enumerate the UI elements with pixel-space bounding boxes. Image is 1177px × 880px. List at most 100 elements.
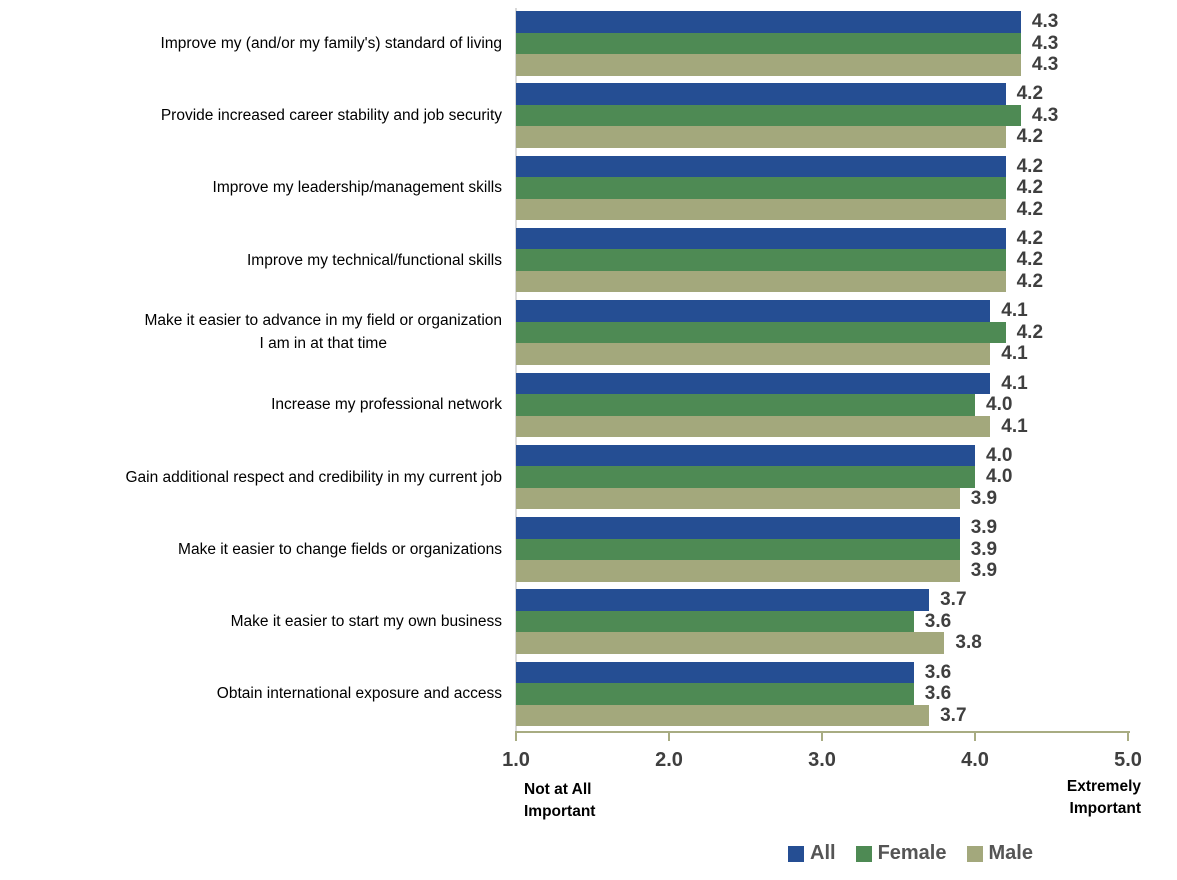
value-label-all: 4.1 [1001, 372, 1028, 394]
category-label-text: Make it easier to start my own business [230, 613, 502, 631]
bar-all [516, 300, 991, 322]
legend-item-female: Female [855, 842, 947, 865]
value-label-female: 3.6 [924, 610, 952, 632]
value-label-male: 3.9 [970, 487, 998, 509]
value-label-all: 4.2 [1016, 155, 1044, 177]
category-label: Improve my (and/or my family's) standard… [0, 11, 502, 76]
legend-label-male: Male [988, 842, 1033, 864]
bar-male [516, 560, 960, 582]
axis-caption-not-at-all-important: Not at All Important [524, 781, 596, 820]
value-label-female: 4.2 [1016, 321, 1044, 343]
bar-all [516, 155, 1006, 178]
value-label-male: 4.3 [1031, 54, 1059, 75]
value-label-male: 3.7 [940, 704, 967, 726]
category-label-text: Obtain international exposure and access [216, 685, 502, 703]
category-label: Make it easier to start my own business [0, 589, 502, 654]
x-axis-tick [1127, 731, 1129, 741]
legend-label-female: Female [877, 842, 947, 864]
category-label: Make it easier to advance in my field or… [0, 300, 502, 365]
category-label-text: Improve my (and/or my family's) standard… [160, 34, 502, 52]
legend: All Female Male [788, 842, 1033, 865]
bar-all [516, 11, 1021, 33]
bar-female [516, 394, 975, 416]
bar-female [516, 177, 1006, 199]
axis-caption-extremely-important: Extremely Important [1066, 778, 1141, 817]
legend-swatch-all [788, 845, 804, 862]
x-axis-tick-label: 3.0 [808, 749, 836, 771]
bar-all [516, 372, 991, 394]
category-label-text: Improve my leadership/management skills [212, 179, 502, 197]
value-label-female: 4.2 [1016, 249, 1044, 271]
x-axis-tick-label: 2.0 [655, 749, 683, 771]
value-label-all: 3.7 [940, 589, 967, 611]
value-label-female: 4.3 [1031, 32, 1059, 54]
x-axis-tick-label: 1.0 [502, 749, 530, 771]
value-label-male: 4.1 [1001, 343, 1028, 365]
x-axis-tick [821, 731, 823, 741]
value-label-all: 3.9 [970, 517, 998, 539]
bar-male [516, 270, 1006, 293]
legend-swatch-female [855, 845, 872, 862]
value-label-all: 4.3 [1031, 11, 1059, 32]
x-axis-line [516, 731, 1130, 733]
category-label-text: Make it easier to change fields or organ… [178, 540, 502, 558]
category-label-text: Provide increased career stability and j… [160, 107, 502, 125]
x-axis-tick-label: 4.0 [961, 749, 989, 771]
bar-all [516, 589, 930, 611]
category-label: Gain additional respect and credibility … [0, 445, 503, 510]
value-label-female: 3.6 [924, 683, 952, 705]
legend-label-all: All [810, 842, 836, 864]
category-label-text: Gain additional respect and credibility … [125, 468, 503, 486]
x-axis-tick [668, 731, 670, 741]
category-label: Obtain international exposure and access [0, 662, 502, 727]
value-label-female: 3.9 [970, 538, 998, 560]
bar-female [516, 321, 1006, 344]
bar-female [516, 610, 914, 633]
value-label-male: 4.2 [1016, 198, 1044, 220]
category-label-text: Increase my professional network [271, 396, 502, 414]
legend-swatch-male [966, 845, 983, 862]
bar-male [516, 487, 960, 510]
category-label: Improve my leadership/management skills [0, 156, 502, 221]
value-label-female: 4.0 [986, 394, 1013, 415]
value-label-female: 4.3 [1031, 104, 1059, 126]
bar-male [516, 54, 1021, 76]
category-label: Increase my professional network [0, 373, 502, 438]
bar-all [516, 517, 960, 539]
bar-all [516, 83, 1006, 105]
category-label: Improve my technical/functional skills [0, 228, 502, 293]
bar-female [516, 32, 1021, 54]
legend-item-all: All [788, 842, 836, 865]
category-label-text: Make it easier to advance in my field or… [144, 312, 502, 353]
bar-male [516, 632, 945, 654]
category-label-text: Improve my technical/functional skills [247, 251, 502, 269]
bar-male [516, 343, 991, 365]
value-label-male: 4.2 [1016, 126, 1044, 148]
value-label-male: 4.2 [1016, 270, 1044, 292]
bar-male [516, 198, 1006, 221]
bar-male [516, 704, 930, 727]
bar-female [516, 538, 960, 561]
category-axis-line [515, 8, 517, 732]
category-label: Make it easier to change fields or organ… [0, 517, 502, 582]
bar-female [516, 466, 975, 488]
x-axis-tick [515, 731, 517, 741]
value-label-all: 3.6 [924, 661, 952, 683]
bar-all [516, 227, 1006, 250]
value-label-male: 4.1 [1001, 415, 1028, 437]
legend-item-male: Male [966, 842, 1033, 865]
category-label: Provide increased career stability and j… [0, 83, 502, 148]
value-label-all: 4.2 [1016, 227, 1044, 249]
bar-female [516, 683, 914, 705]
bar-all [516, 444, 975, 467]
bar-male [516, 415, 991, 437]
value-label-all: 4.0 [986, 444, 1013, 466]
bar-female [516, 104, 1021, 127]
value-label-male: 3.9 [970, 560, 998, 582]
value-label-female: 4.2 [1016, 177, 1044, 199]
value-label-all: 4.1 [1001, 300, 1028, 322]
x-axis-tick-label: 5.0 [1114, 749, 1142, 771]
x-axis-tick [974, 731, 976, 741]
value-label-male: 3.8 [955, 632, 982, 654]
bar-all [516, 661, 914, 684]
